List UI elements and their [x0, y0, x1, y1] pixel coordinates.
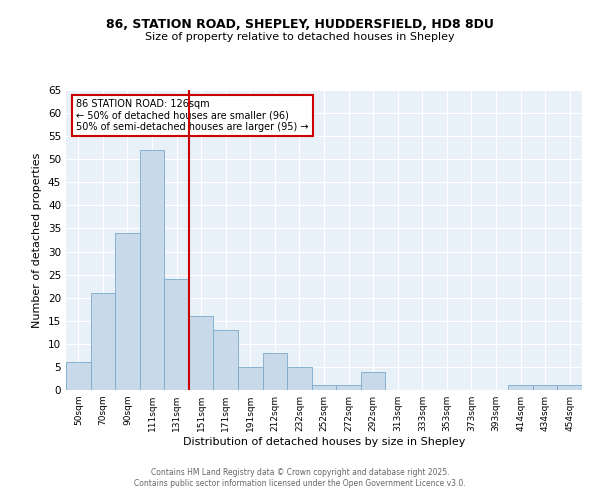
Bar [214, 330, 238, 390]
Bar [263, 353, 287, 390]
Bar [361, 372, 385, 390]
Bar [91, 293, 115, 390]
Y-axis label: Number of detached properties: Number of detached properties [32, 152, 43, 328]
Bar [508, 386, 533, 390]
Bar [115, 233, 140, 390]
Bar [312, 386, 336, 390]
Text: 86 STATION ROAD: 126sqm
← 50% of detached houses are smaller (96)
50% of semi-de: 86 STATION ROAD: 126sqm ← 50% of detache… [76, 99, 309, 132]
Text: 86, STATION ROAD, SHEPLEY, HUDDERSFIELD, HD8 8DU: 86, STATION ROAD, SHEPLEY, HUDDERSFIELD,… [106, 18, 494, 30]
Bar [164, 279, 189, 390]
Text: Contains HM Land Registry data © Crown copyright and database right 2025.
Contai: Contains HM Land Registry data © Crown c… [134, 468, 466, 487]
Text: Size of property relative to detached houses in Shepley: Size of property relative to detached ho… [145, 32, 455, 42]
Bar [533, 386, 557, 390]
Bar [189, 316, 214, 390]
X-axis label: Distribution of detached houses by size in Shepley: Distribution of detached houses by size … [183, 437, 465, 447]
Bar [238, 367, 263, 390]
Bar [66, 362, 91, 390]
Bar [336, 386, 361, 390]
Bar [557, 386, 582, 390]
Bar [287, 367, 312, 390]
Bar [140, 150, 164, 390]
